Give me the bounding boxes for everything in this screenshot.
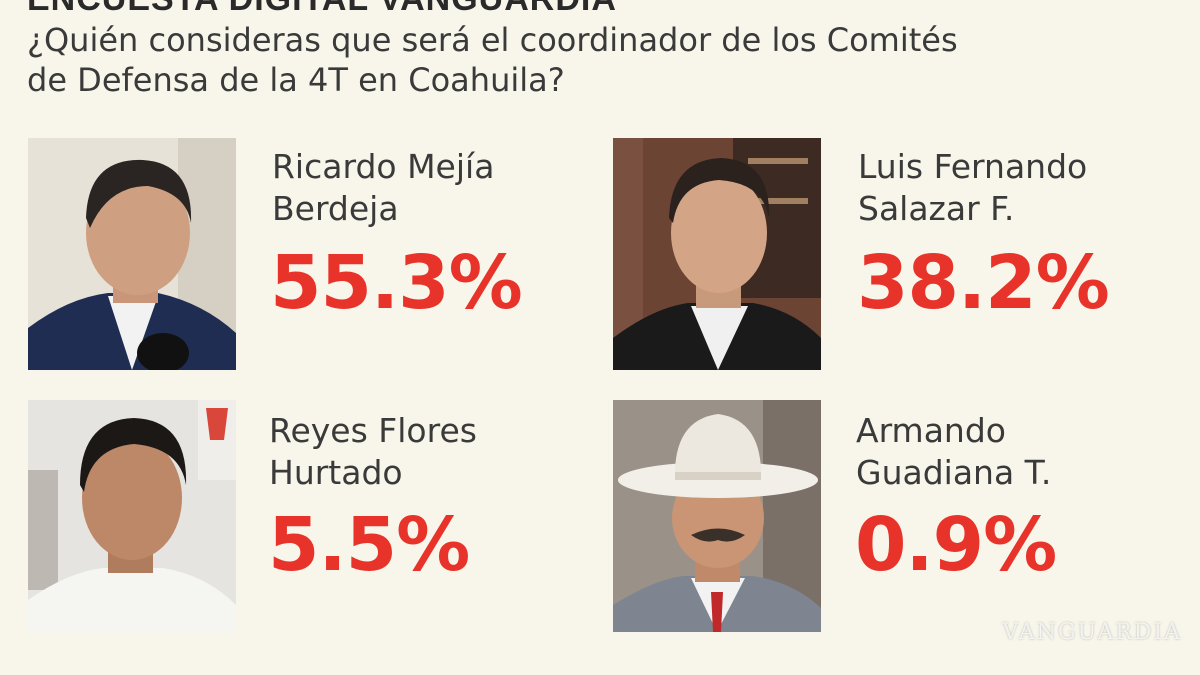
candidate-name-reyes-flores: Reyes Flores Hurtado [269,410,477,494]
candidate-percent-armando-guadiana: 0.9% [855,502,1057,588]
candidate-photo-armando-guadiana [613,400,821,632]
name-line-2: Hurtado [269,453,403,492]
name-line-2: Berdeja [272,189,399,228]
candidate-percent-reyes-flores: 5.5% [268,502,470,588]
survey-question: ¿Quién consideras que será el coordinado… [27,20,1127,100]
name-line-1: Armando [856,411,1006,450]
candidate-percent-luis-fernando-salazar: 38.2% [857,240,1110,326]
candidate-name-ricardo-mejia: Ricardo Mejía Berdeja [272,146,494,230]
question-line-1: ¿Quién consideras que será el coordinado… [27,21,958,59]
question-line-2: de Defensa de la 4T en Coahuila? [27,61,565,99]
candidate-name-armando-guadiana: Armando Guadiana T. [856,410,1051,494]
candidate-photo-reyes-flores [28,400,236,632]
name-line-2: Salazar F. [858,189,1015,228]
candidate-photo-ricardo-mejia [28,138,236,370]
watermark-logo: VANGUARDIA [1002,620,1182,645]
candidate-percent-ricardo-mejia: 55.3% [270,240,523,326]
survey-title: ENCUESTA DIGITAL VANGUARDIA [27,0,617,16]
candidate-name-luis-fernando-salazar: Luis Fernando Salazar F. [858,146,1087,230]
name-line-1: Reyes Flores [269,411,477,450]
name-line-2: Guadiana T. [856,453,1052,492]
name-line-1: Luis Fernando [858,147,1088,186]
name-line-1: Ricardo Mejía [272,147,495,186]
candidate-photo-luis-fernando-salazar [613,138,821,370]
